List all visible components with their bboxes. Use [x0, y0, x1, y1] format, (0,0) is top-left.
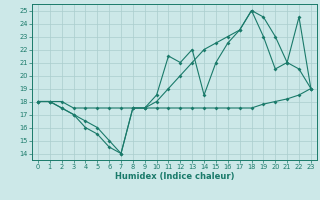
X-axis label: Humidex (Indice chaleur): Humidex (Indice chaleur)	[115, 172, 234, 181]
